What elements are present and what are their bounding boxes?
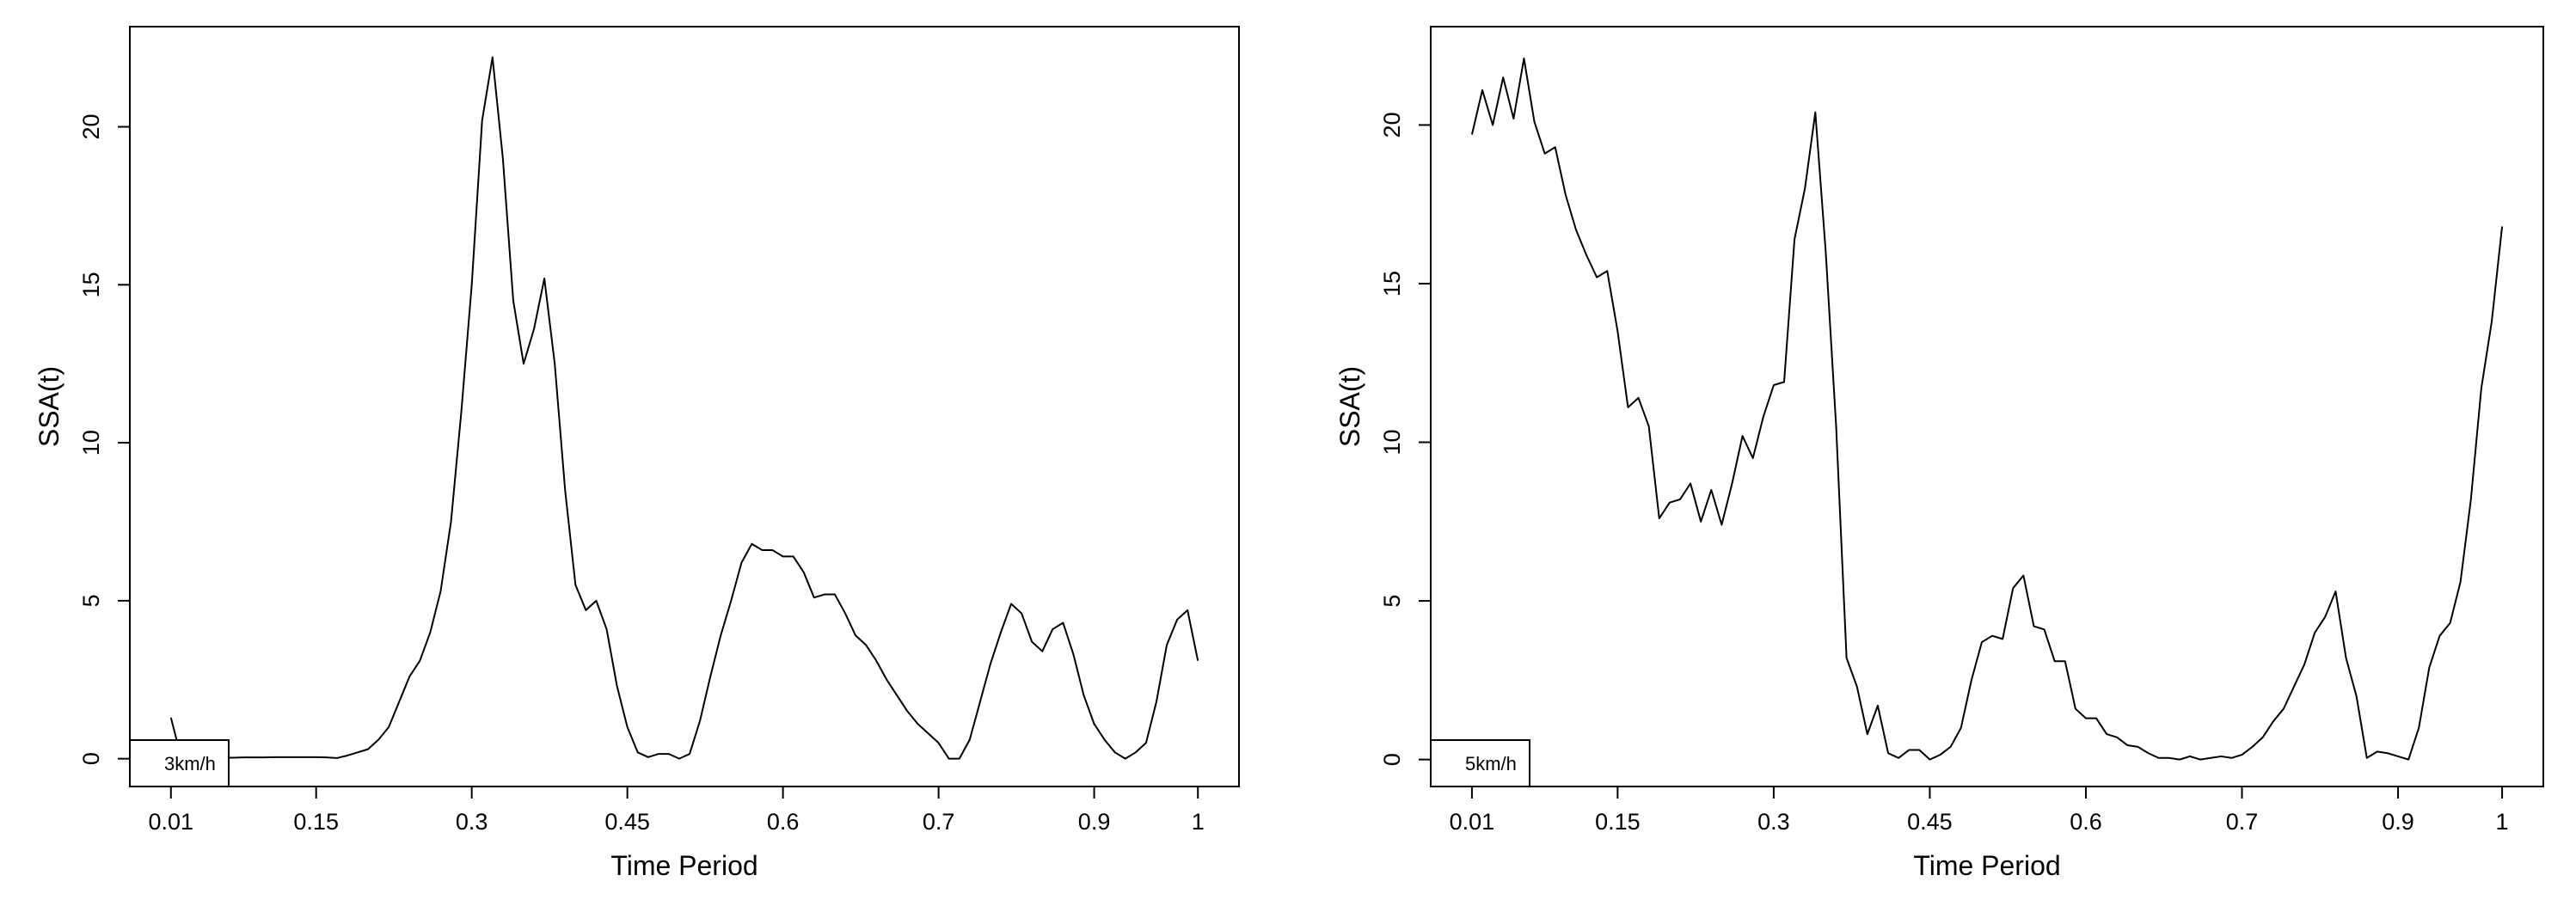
x-axis-title: Time Period [1913, 850, 2060, 881]
plot-frame [1430, 26, 2544, 787]
y-tick-label: 10 [78, 430, 104, 456]
x-tick-label: 0.01 [1450, 809, 1495, 835]
x-tick-label: 0.9 [1078, 809, 1111, 835]
legend-box [129, 739, 230, 787]
data-line [1470, 57, 2504, 761]
x-tick-label: 0.3 [1757, 809, 1790, 835]
x-tick-label: 1 [2496, 809, 2509, 835]
x-tick-label: 0.9 [2382, 809, 2414, 835]
legend-label: 3km/h [164, 753, 216, 774]
y-tick-label: 15 [1379, 271, 1405, 297]
x-tick-label: 0.6 [767, 809, 800, 835]
x-tick-label: 1 [1192, 809, 1205, 835]
y-tick-label: 0 [78, 752, 104, 765]
x-tick-label: 0.01 [148, 809, 193, 835]
x-tick-label: 0.7 [2226, 809, 2259, 835]
legend-box [1430, 739, 1530, 787]
y-tick-label: 5 [1379, 595, 1405, 608]
y-tick-label: 5 [78, 594, 104, 607]
x-axis-title: Time Period [610, 850, 757, 881]
x-tick-label: 0.45 [604, 809, 650, 835]
y-tick-label: 20 [78, 113, 104, 139]
y-tick-label: 15 [78, 272, 104, 297]
y-tick-label: 20 [1379, 112, 1405, 138]
x-tick-label: 0.6 [2070, 809, 2102, 835]
data-line [169, 56, 1199, 760]
y-tick-label: 0 [1379, 753, 1405, 766]
legend-label: 5km/h [1465, 753, 1517, 774]
x-tick-label: 0.15 [293, 809, 339, 835]
x-tick-label: 0.7 [923, 809, 955, 835]
y-axis-title: SSA(t) [1334, 366, 1365, 447]
y-tick-label: 10 [1379, 430, 1405, 456]
y-axis-title: SSA(t) [34, 366, 64, 447]
plot-frame [129, 26, 1240, 787]
x-tick-label: 0.45 [1907, 809, 1953, 835]
x-tick-label: 0.15 [1595, 809, 1641, 835]
x-tick-label: 0.3 [456, 809, 488, 835]
